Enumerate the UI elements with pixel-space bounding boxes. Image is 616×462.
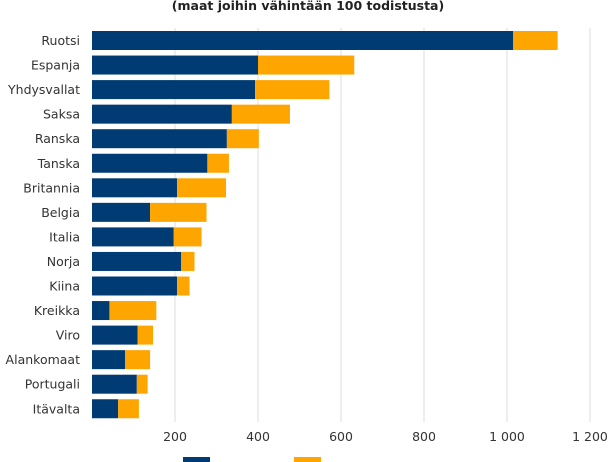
bar-segment-series-1 — [92, 251, 182, 271]
category-label: Norja — [47, 254, 80, 269]
x-tick-label: 200 — [163, 429, 187, 444]
bar-segment-series-2 — [173, 227, 202, 247]
category-label: Kreikka — [34, 303, 80, 318]
legend-swatch-series-1 — [183, 457, 210, 462]
bar-segment-series-2 — [118, 399, 139, 419]
category-label: Italia — [49, 229, 80, 244]
bar-segment-series-2 — [136, 374, 148, 394]
bar-segment-series-2 — [255, 80, 330, 100]
bar-segment-series-2 — [207, 153, 229, 173]
bar-segment-series-1 — [92, 325, 138, 345]
category-label: Ranska — [35, 131, 80, 146]
bar-segment-series-2 — [125, 350, 151, 370]
bar-segment-series-2 — [181, 251, 195, 271]
x-tick-label: 400 — [246, 429, 270, 444]
category-label: Portugali — [25, 377, 80, 392]
x-tick-label: 600 — [329, 429, 353, 444]
bar-segment-series-2 — [137, 325, 154, 345]
bar-segment-series-1 — [92, 31, 514, 50]
category-label: Alankomaat — [6, 352, 81, 367]
category-label: Itävalta — [33, 401, 80, 416]
category-labels: Ruotsi Espanja Yhdysvallat Saksa Ranska Tansk… — [6, 33, 81, 416]
bar-segment-series-1 — [92, 350, 126, 370]
bar-segment-series-1 — [92, 202, 151, 222]
category-label: Yhdysvallat — [7, 82, 80, 97]
bar-segment-series-1 — [92, 276, 178, 296]
category-label: Tanska — [37, 156, 80, 171]
bar-segment-series-1 — [92, 153, 208, 173]
bar-segment-series-1 — [92, 178, 178, 198]
bar-segment-series-2 — [226, 129, 259, 149]
x-tick-label: 1 200 — [572, 429, 608, 444]
bar-segment-series-1 — [92, 129, 227, 149]
bar-segment-series-1 — [92, 227, 174, 247]
category-label: Ruotsi — [41, 33, 80, 48]
bar-segment-series-2 — [231, 104, 290, 124]
category-label: Espanja — [31, 58, 80, 73]
x-tick-label: 1 000 — [489, 429, 525, 444]
bar-segment-series-2 — [177, 276, 190, 296]
bar-segment-series-1 — [92, 104, 232, 124]
category-label: Belgia — [41, 205, 80, 220]
bar-segment-series-2 — [513, 31, 558, 50]
category-label: Saksa — [43, 107, 80, 122]
chart-subtitle: (maat joihin vähintään 100 todistusta) — [172, 0, 444, 13]
x-tick-label: 800 — [412, 429, 436, 444]
bars — [92, 31, 558, 419]
category-label: Britannia — [23, 180, 80, 195]
legend-swatch-series-2 — [294, 457, 321, 462]
bar-segment-series-1 — [92, 399, 119, 419]
x-tick-labels: 200 400 600 800 1 000 1 200 — [163, 429, 608, 444]
legend — [183, 457, 321, 462]
category-label: Viro — [56, 328, 80, 343]
bar-segment-series-1 — [92, 80, 256, 100]
bar-segment-series-2 — [177, 178, 227, 198]
category-label: Kiina — [49, 279, 80, 294]
bar-segment-series-2 — [258, 55, 355, 75]
bar-segment-series-2 — [109, 301, 157, 321]
bar-segment-series-1 — [92, 301, 110, 321]
bar-segment-series-1 — [92, 374, 137, 394]
bar-segment-series-2 — [150, 202, 207, 222]
bar-segment-series-1 — [92, 55, 258, 75]
